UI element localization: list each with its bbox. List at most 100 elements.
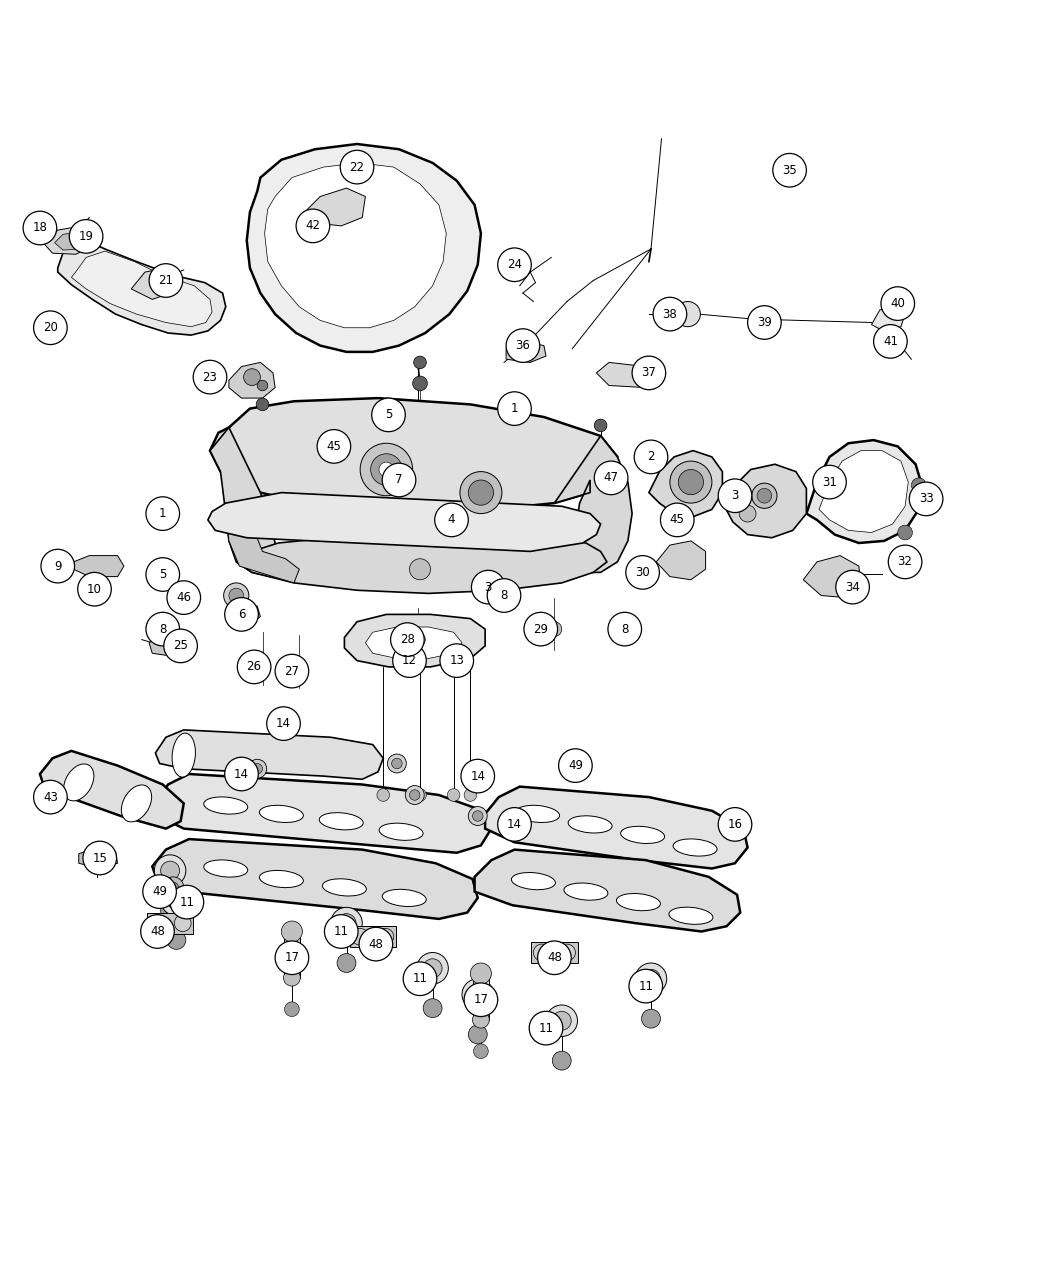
Circle shape bbox=[635, 963, 667, 994]
Polygon shape bbox=[475, 849, 740, 932]
Polygon shape bbox=[344, 615, 485, 667]
Circle shape bbox=[626, 556, 659, 589]
Ellipse shape bbox=[568, 816, 612, 833]
Circle shape bbox=[750, 307, 775, 332]
Circle shape bbox=[146, 497, 180, 530]
Circle shape bbox=[410, 558, 430, 580]
Circle shape bbox=[324, 914, 358, 949]
Text: 14: 14 bbox=[507, 817, 522, 831]
Circle shape bbox=[559, 748, 592, 783]
Text: 32: 32 bbox=[898, 556, 912, 569]
Circle shape bbox=[391, 622, 424, 657]
Polygon shape bbox=[350, 926, 396, 947]
Circle shape bbox=[392, 759, 402, 769]
Circle shape bbox=[739, 505, 756, 521]
Circle shape bbox=[379, 462, 394, 477]
Text: 8: 8 bbox=[621, 622, 629, 636]
Polygon shape bbox=[155, 774, 491, 853]
Text: 25: 25 bbox=[173, 639, 188, 653]
Circle shape bbox=[167, 890, 186, 909]
Circle shape bbox=[559, 944, 575, 961]
Circle shape bbox=[405, 785, 424, 805]
Text: 5: 5 bbox=[384, 408, 393, 422]
Circle shape bbox=[382, 463, 416, 497]
Polygon shape bbox=[58, 241, 226, 335]
Circle shape bbox=[296, 209, 330, 242]
Polygon shape bbox=[155, 729, 383, 779]
Polygon shape bbox=[284, 932, 300, 978]
Circle shape bbox=[440, 644, 474, 677]
Text: 48: 48 bbox=[150, 924, 165, 938]
Polygon shape bbox=[79, 848, 118, 868]
Ellipse shape bbox=[669, 908, 713, 924]
Text: 14: 14 bbox=[276, 717, 291, 731]
Text: 34: 34 bbox=[845, 580, 860, 594]
Text: 35: 35 bbox=[782, 163, 797, 177]
Polygon shape bbox=[229, 362, 275, 398]
Circle shape bbox=[570, 756, 581, 766]
Circle shape bbox=[773, 153, 806, 187]
Polygon shape bbox=[803, 556, 861, 598]
Polygon shape bbox=[74, 556, 124, 576]
Circle shape bbox=[629, 969, 663, 1003]
Circle shape bbox=[285, 1002, 299, 1016]
Circle shape bbox=[170, 885, 204, 919]
Circle shape bbox=[524, 612, 558, 646]
Polygon shape bbox=[819, 450, 908, 533]
Text: 36: 36 bbox=[516, 339, 530, 352]
Circle shape bbox=[257, 380, 268, 390]
Circle shape bbox=[464, 983, 498, 1016]
Polygon shape bbox=[229, 604, 260, 625]
Polygon shape bbox=[236, 534, 607, 593]
Circle shape bbox=[608, 612, 642, 646]
Ellipse shape bbox=[516, 806, 560, 822]
Text: 22: 22 bbox=[350, 161, 364, 173]
Circle shape bbox=[461, 760, 495, 793]
Ellipse shape bbox=[382, 890, 426, 907]
Circle shape bbox=[911, 478, 926, 492]
Circle shape bbox=[256, 398, 269, 411]
Polygon shape bbox=[596, 362, 653, 388]
Text: 29: 29 bbox=[533, 622, 548, 636]
Circle shape bbox=[237, 650, 271, 683]
Circle shape bbox=[275, 941, 309, 974]
Circle shape bbox=[225, 757, 258, 790]
Text: 6: 6 bbox=[237, 608, 246, 621]
Polygon shape bbox=[656, 541, 706, 580]
Text: 7: 7 bbox=[395, 473, 403, 487]
Text: 17: 17 bbox=[285, 951, 299, 964]
Polygon shape bbox=[247, 144, 481, 352]
Circle shape bbox=[248, 760, 267, 778]
Circle shape bbox=[281, 921, 302, 942]
Circle shape bbox=[881, 287, 915, 320]
Circle shape bbox=[23, 212, 57, 245]
Circle shape bbox=[498, 807, 531, 842]
Circle shape bbox=[909, 482, 943, 515]
Circle shape bbox=[141, 914, 174, 949]
Text: 8: 8 bbox=[500, 589, 508, 602]
Circle shape bbox=[83, 842, 117, 875]
Text: 46: 46 bbox=[176, 592, 191, 604]
Polygon shape bbox=[485, 787, 748, 868]
Text: 9: 9 bbox=[54, 560, 62, 572]
Circle shape bbox=[276, 717, 287, 727]
Text: 40: 40 bbox=[890, 297, 905, 310]
Circle shape bbox=[552, 1051, 571, 1070]
Text: 27: 27 bbox=[285, 664, 299, 677]
Circle shape bbox=[594, 462, 628, 495]
Circle shape bbox=[471, 570, 505, 604]
Circle shape bbox=[552, 1011, 571, 1030]
Ellipse shape bbox=[259, 806, 303, 822]
Circle shape bbox=[748, 306, 781, 339]
Circle shape bbox=[462, 979, 493, 1010]
Text: 3: 3 bbox=[731, 490, 739, 502]
Circle shape bbox=[167, 931, 186, 950]
Polygon shape bbox=[147, 913, 193, 933]
Text: 21: 21 bbox=[159, 274, 173, 287]
Circle shape bbox=[161, 885, 192, 915]
Ellipse shape bbox=[564, 884, 608, 900]
Circle shape bbox=[41, 550, 75, 583]
Circle shape bbox=[168, 882, 178, 892]
Text: 17: 17 bbox=[474, 993, 488, 1006]
Circle shape bbox=[163, 877, 184, 898]
